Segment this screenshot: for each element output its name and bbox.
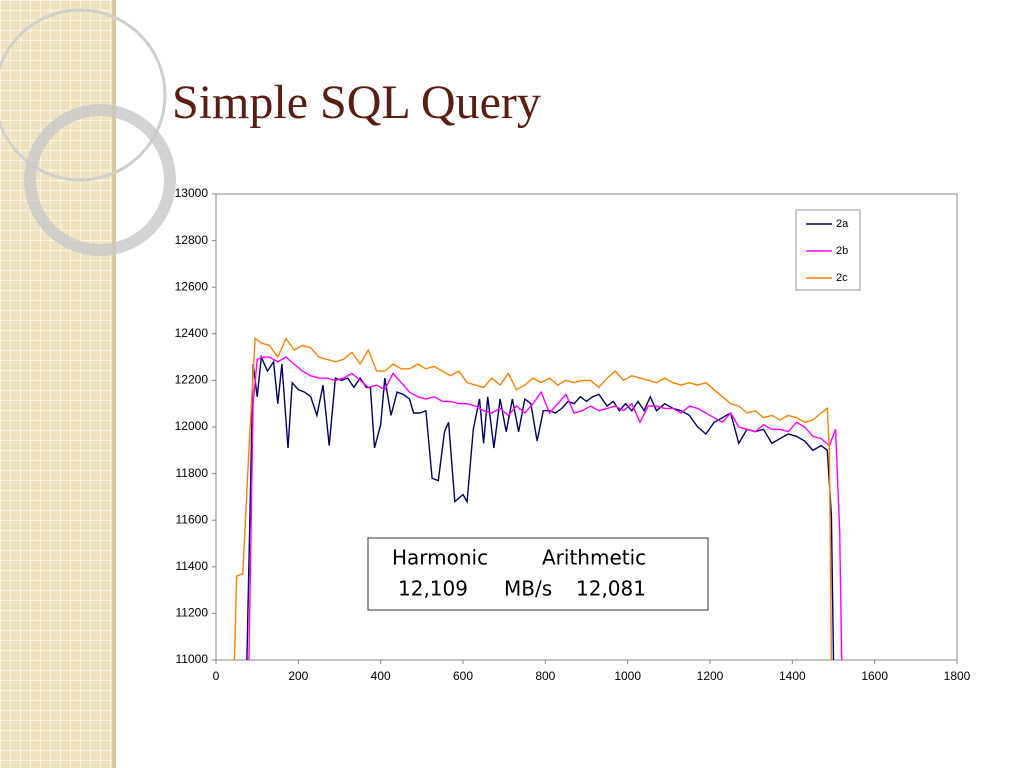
y-tick-label: 12400 — [175, 326, 209, 340]
x-tick-label: 200 — [288, 669, 308, 683]
annotation-text: MB/s — [504, 577, 552, 601]
y-tick-label: 12600 — [175, 279, 209, 293]
slide-title: Simple SQL Query — [172, 76, 541, 129]
legend: 2a 2b 2c — [795, 209, 861, 291]
x-tick-label: 1400 — [779, 669, 806, 683]
annotation-text: 12,081 — [576, 577, 646, 601]
y-tick-label: 11200 — [176, 606, 209, 620]
y-tick-label: 11600 — [176, 512, 209, 526]
y-tick-label: 12800 — [175, 233, 209, 247]
side-decoration — [0, 0, 176, 768]
x-tick-label: 1600 — [861, 669, 888, 683]
x-tick-label: 1200 — [697, 669, 724, 683]
axes: 1100011200114001160011800120001220012400… — [175, 186, 971, 683]
y-tick-label: 12200 — [175, 373, 209, 387]
series-line — [248, 356, 843, 660]
x-tick-label: 800 — [535, 669, 555, 683]
lines — [233, 337, 843, 660]
y-tick-label: 12000 — [175, 419, 209, 433]
x-tick-label: 400 — [371, 669, 391, 683]
annotation-box: Harmonic Arithmetic 12,109 MB/s 12,081 — [367, 537, 709, 611]
legend-label: 2c — [836, 272, 848, 284]
x-tick-label: 0 — [213, 669, 220, 683]
annotation-text: 12,109 — [398, 577, 468, 601]
y-tick-label: 11800 — [176, 466, 209, 480]
annotation-text: Arithmetic — [542, 546, 646, 570]
legend-label: 2b — [836, 245, 848, 257]
x-tick-label: 1000 — [614, 669, 641, 683]
legend-label: 2a — [836, 218, 849, 230]
y-tick-label: 13000 — [175, 186, 209, 200]
y-tick-label: 11000 — [176, 652, 209, 666]
x-tick-label: 1800 — [944, 669, 971, 683]
x-tick-label: 600 — [453, 669, 473, 683]
series-line — [233, 337, 833, 660]
annotation-text: Harmonic — [392, 546, 488, 570]
y-tick-label: 11400 — [176, 559, 209, 573]
